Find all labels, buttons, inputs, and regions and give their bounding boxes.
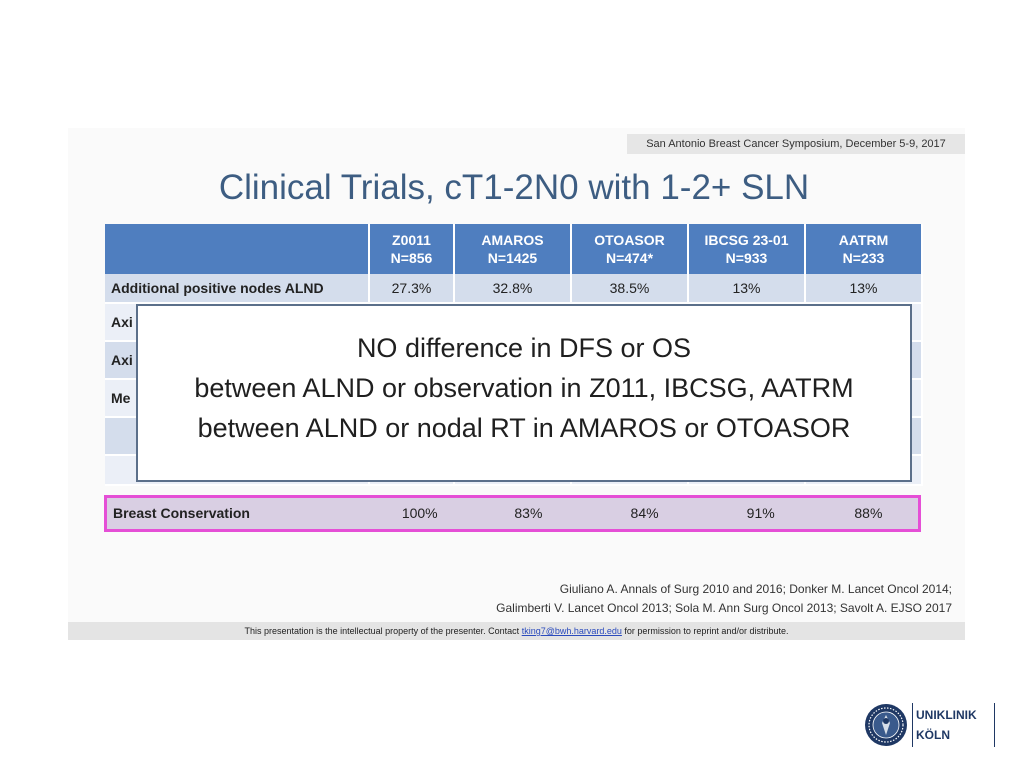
header-cell: AATRM N=233 [805,224,923,274]
header-cell: IBCSG 23-01 N=933 [688,224,806,274]
logo-right-bar [994,703,995,747]
header-trial-name: OTOASOR [594,232,665,248]
header-trial-n: N=474* [605,250,654,266]
table-cell: 84% [630,505,659,521]
header-trial-n: N=1425 [487,250,538,266]
breast-conservation-row: Breast Conservation 100% 83% 84% 91% 88% [104,495,921,532]
table-cell: 38.5% [571,274,689,304]
header-trial-name: Z0011 [392,232,431,248]
reference-line-1: Giuliano A. Annals of Surg 2010 and 2016… [559,582,952,596]
header-trial-n: N=933 [725,250,768,266]
table-cell: 13% [688,274,806,304]
table-cell: 27.3% [369,274,455,304]
header-trial-name: AATRM [838,232,889,248]
logo-line-1: UNIKLINIK [916,708,977,722]
table-cell: 13% [805,274,923,304]
footer-text: This presentation is the intellectual pr… [244,626,522,636]
header-cell-empty [105,224,370,274]
symposium-banner: San Antonio Breast Cancer Symposium, Dec… [627,134,965,154]
table-cell: 32.8% [454,274,572,304]
overlay-callout: NO difference in DFS or OS between ALND … [136,304,912,482]
header-cell: OTOASOR N=474* [571,224,689,274]
table-header-row: Z0011 N=856 AMAROS N=1425 OTOASOR N=474* IB… [105,224,923,274]
university-seal-icon [865,704,907,746]
table-cell: 88% [854,505,883,521]
overlay-line-3: between ALND or nodal RT in AMAROS or OT… [197,413,851,443]
header-trial-name: IBCSG 23-01 [704,232,789,248]
logo-line-2: KÖLN [916,728,950,742]
table-cell: 83% [514,505,543,521]
table-cell: 91% [746,505,775,521]
copyright-footer: This presentation is the intellectual pr… [68,622,965,640]
header-cell: AMAROS N=1425 [454,224,572,274]
contact-email-link[interactable]: tking7@bwh.harvard.edu [521,626,622,636]
row-label: Additional positive nodes ALND [105,274,370,304]
overlay-line-2: between ALND or observation in Z011, IBC… [194,373,854,403]
header-trial-n: N=233 [842,250,885,266]
logo-name: UNIKLINIK KÖLN [916,705,977,745]
header-trial-name: AMAROS [481,232,544,248]
table-row: Additional positive nodes ALND 27.3% 32.… [105,274,923,304]
row-label: Breast Conservation [113,505,250,521]
table-cell: 100% [401,505,438,521]
logo-divider [912,703,913,747]
slide-title: Clinical Trials, cT1-2N0 with 1-2+ SLN [218,168,810,207]
footer-text: for permission to reprint and/or distrib… [621,626,789,636]
reference-line-2: Galimberti V. Lancet Oncol 2013; Sola M.… [496,601,952,615]
references: Giuliano A. Annals of Surg 2010 and 2016… [380,580,952,618]
header-trial-n: N=856 [390,250,433,266]
header-cell: Z0011 N=856 [369,224,455,274]
overlay-line-1: NO difference in DFS or OS [356,333,692,363]
